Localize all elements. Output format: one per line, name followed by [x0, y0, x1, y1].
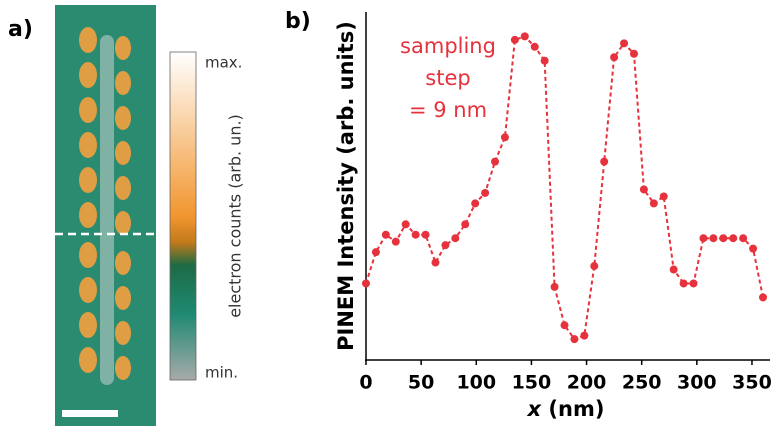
data-point [639, 185, 648, 194]
data-point [610, 53, 619, 62]
data-point [362, 279, 370, 288]
colorbar [169, 51, 197, 381]
data-point [590, 262, 599, 271]
blob [115, 286, 131, 310]
data-point [709, 234, 718, 243]
x-tick-label: 250 [622, 372, 662, 394]
data-point [520, 32, 529, 41]
colorbar-max: max. [205, 54, 242, 72]
blob [79, 27, 97, 53]
annotation-line: = 9 nm [409, 98, 487, 122]
data-point [431, 258, 440, 267]
annotation-line: sampling [400, 34, 496, 58]
blob [79, 312, 97, 338]
data-point [739, 234, 748, 243]
data-point [510, 35, 519, 44]
micrograph [55, 5, 156, 426]
data-point [699, 234, 708, 243]
data-point [759, 293, 767, 302]
data-point [411, 230, 420, 239]
data-point [570, 335, 579, 344]
x-axis-label: x (nm) [527, 397, 605, 421]
data-point [659, 192, 668, 201]
data-point [421, 230, 430, 239]
x-tick-label: 350 [732, 372, 772, 394]
data-point [550, 282, 559, 291]
data-point [560, 321, 569, 330]
colorbar-min: min. [205, 364, 238, 382]
data-point [381, 230, 390, 239]
blob [79, 62, 97, 88]
x-symbol: x [527, 397, 543, 421]
data-point [481, 188, 490, 197]
data-point [461, 220, 470, 229]
blob [115, 356, 131, 380]
data-point [669, 265, 678, 274]
data-point [689, 279, 698, 288]
blob [79, 242, 97, 268]
data-point [540, 56, 549, 65]
data-point [391, 237, 400, 246]
x-tick-label: 300 [677, 372, 717, 394]
blob [79, 132, 97, 158]
panel-label: a) [8, 17, 33, 42]
blob [115, 71, 131, 95]
blob [115, 176, 131, 200]
data-point [719, 234, 728, 243]
series-line [365, 35, 764, 341]
x-unit: (nm) [548, 397, 604, 421]
data-point [620, 39, 629, 48]
blob [115, 251, 131, 275]
blob [79, 347, 97, 373]
data-point [649, 199, 658, 208]
data-point [371, 248, 380, 257]
x-tick-label: 0 [359, 372, 372, 394]
panel-label: b) [285, 9, 311, 34]
blob [79, 202, 97, 228]
annotation-line: step [425, 66, 470, 90]
x-tick-label: 200 [567, 372, 607, 394]
x-tick-label: 50 [408, 372, 434, 394]
blob [115, 321, 131, 345]
data-point [749, 244, 758, 253]
data-point [629, 49, 638, 58]
data-point [729, 234, 738, 243]
blob [115, 106, 131, 130]
blob [79, 167, 97, 193]
blob [79, 277, 97, 303]
data-point [500, 133, 509, 142]
data-point [580, 331, 589, 340]
data-point [471, 199, 480, 208]
blob [79, 97, 97, 123]
data-point [491, 157, 500, 166]
colorbar-title: electron counts (arb. un.) [226, 114, 245, 318]
x-tick-label: 100 [456, 372, 496, 394]
annotation: sampling step = 9 nm [400, 34, 496, 122]
data-point [401, 220, 410, 229]
data-point [441, 241, 450, 250]
data-point [451, 234, 460, 243]
data-point [679, 279, 688, 288]
data-point [530, 42, 539, 51]
y-axis-label: PINEM Intensity (arb. units) [334, 21, 358, 351]
blob [115, 141, 131, 165]
blob [115, 36, 131, 60]
blob [115, 211, 131, 235]
x-tick-label: 150 [512, 372, 552, 394]
data-point [600, 157, 609, 166]
